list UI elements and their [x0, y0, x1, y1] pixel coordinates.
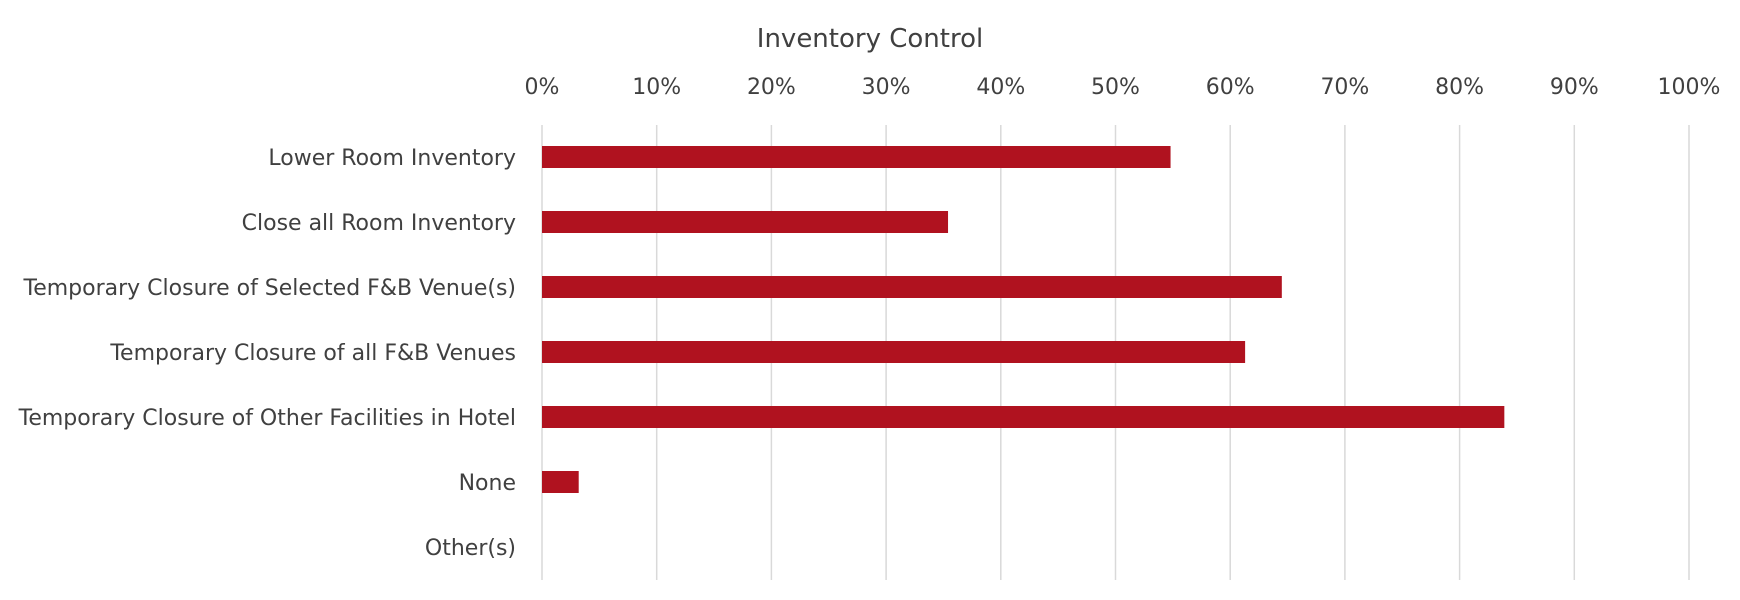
category-label: Lower Room Inventory: [268, 146, 516, 171]
x-tick-label: 20%: [747, 75, 796, 100]
bar: [542, 341, 1246, 363]
category-label: Temporary Closure of all F&B Venues: [109, 341, 516, 366]
bar: [542, 146, 1171, 168]
x-tick-label: 40%: [976, 75, 1025, 100]
category-label: None: [459, 471, 516, 496]
x-tick-label: 50%: [1091, 75, 1140, 100]
x-tick-label: 100%: [1658, 75, 1721, 100]
category-label: Temporary Closure of Other Facilities in…: [18, 406, 516, 431]
category-label: Other(s): [425, 536, 516, 561]
x-tick-label: 30%: [862, 75, 911, 100]
x-tick-label: 60%: [1206, 75, 1255, 100]
bar: [542, 406, 1505, 428]
bars: [542, 146, 1505, 493]
category-label: Temporary Closure of Selected F&B Venue(…: [23, 276, 517, 301]
x-tick-label: 10%: [632, 75, 681, 100]
x-tick-label: 0%: [525, 75, 560, 100]
x-tick-label: 70%: [1320, 75, 1369, 100]
category-label: Close all Room Inventory: [242, 211, 516, 236]
x-axis-ticks: 0% 10% 20% 30% 40% 50% 60% 70% 80% 90% 100%: [525, 75, 1721, 100]
bar: [542, 276, 1282, 298]
chart-title: Inventory Control: [757, 24, 983, 54]
bar: [542, 471, 579, 493]
y-axis-categories: Lower Room Inventory Close all Room Inven…: [18, 146, 516, 561]
bar: [542, 211, 949, 233]
x-tick-label: 80%: [1435, 75, 1484, 100]
x-tick-label: 90%: [1550, 75, 1599, 100]
